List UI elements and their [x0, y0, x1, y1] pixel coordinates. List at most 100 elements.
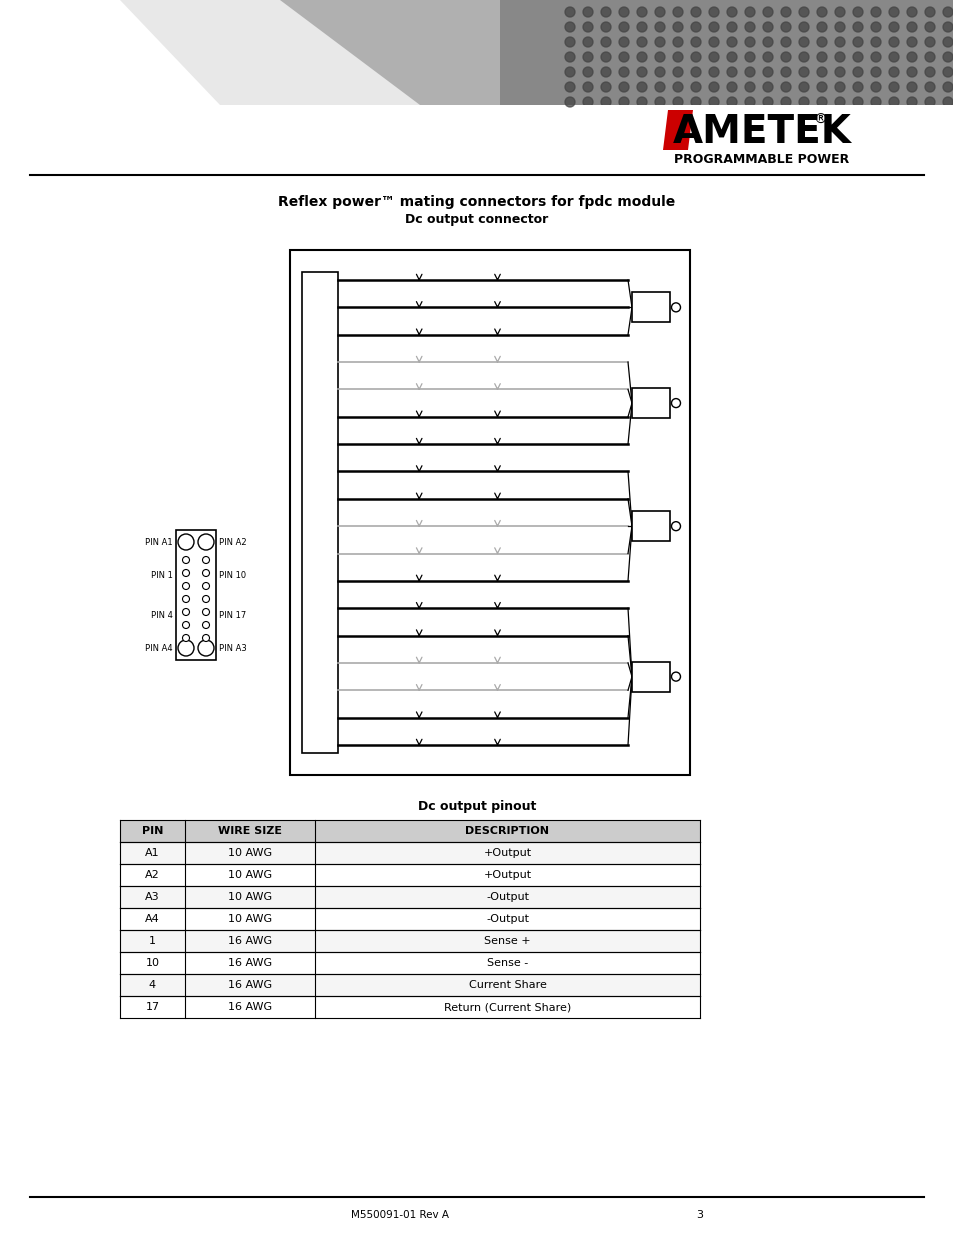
Circle shape: [637, 98, 646, 107]
Circle shape: [924, 52, 934, 62]
Polygon shape: [662, 110, 692, 149]
Bar: [631, 511, 669, 541]
Circle shape: [906, 22, 916, 32]
Text: A3: A3: [145, 892, 160, 902]
Circle shape: [690, 67, 700, 77]
Text: 17: 17: [145, 1002, 159, 1011]
Circle shape: [582, 7, 593, 17]
Circle shape: [744, 52, 754, 62]
Circle shape: [781, 52, 790, 62]
Circle shape: [852, 22, 862, 32]
Text: Reflex power™ mating connectors for fpdc module: Reflex power™ mating connectors for fpdc…: [278, 195, 675, 209]
Bar: [120, 820, 700, 842]
Polygon shape: [0, 0, 220, 105]
Circle shape: [906, 7, 916, 17]
Text: Sense +: Sense +: [484, 936, 530, 946]
Bar: [631, 293, 669, 322]
Circle shape: [671, 399, 679, 408]
Circle shape: [799, 82, 808, 91]
Text: PIN A1: PIN A1: [145, 537, 172, 547]
Circle shape: [655, 82, 664, 91]
Circle shape: [655, 22, 664, 32]
Circle shape: [799, 7, 808, 17]
Circle shape: [564, 7, 575, 17]
Circle shape: [726, 98, 737, 107]
Bar: [120, 974, 700, 995]
Circle shape: [744, 37, 754, 47]
Circle shape: [816, 22, 826, 32]
Circle shape: [564, 52, 575, 62]
Circle shape: [744, 22, 754, 32]
Text: 16 AWG: 16 AWG: [228, 936, 272, 946]
Circle shape: [655, 98, 664, 107]
Text: M550091-01 Rev A: M550091-01 Rev A: [351, 1210, 449, 1220]
Circle shape: [834, 37, 844, 47]
Circle shape: [655, 7, 664, 17]
Circle shape: [182, 569, 190, 577]
Circle shape: [852, 37, 862, 47]
Circle shape: [582, 22, 593, 32]
Circle shape: [672, 7, 682, 17]
Circle shape: [762, 98, 772, 107]
Circle shape: [744, 98, 754, 107]
Text: 16 AWG: 16 AWG: [228, 1002, 272, 1011]
Circle shape: [690, 7, 700, 17]
Circle shape: [618, 67, 628, 77]
Circle shape: [888, 82, 898, 91]
Circle shape: [708, 22, 719, 32]
Circle shape: [708, 98, 719, 107]
Text: -Output: -Output: [485, 892, 529, 902]
Circle shape: [870, 67, 880, 77]
Circle shape: [924, 98, 934, 107]
Circle shape: [888, 22, 898, 32]
Circle shape: [672, 82, 682, 91]
Circle shape: [708, 37, 719, 47]
Circle shape: [816, 98, 826, 107]
Text: Dc output pinout: Dc output pinout: [417, 800, 536, 813]
Bar: [120, 864, 700, 885]
Text: +Output: +Output: [483, 869, 531, 881]
Circle shape: [726, 67, 737, 77]
Circle shape: [834, 98, 844, 107]
Circle shape: [762, 7, 772, 17]
Circle shape: [762, 82, 772, 91]
Circle shape: [762, 37, 772, 47]
Bar: [120, 885, 700, 908]
Text: PIN 1: PIN 1: [151, 571, 172, 579]
Circle shape: [202, 557, 210, 563]
Circle shape: [870, 37, 880, 47]
Circle shape: [762, 52, 772, 62]
Circle shape: [942, 7, 952, 17]
Circle shape: [582, 82, 593, 91]
Bar: [290, 249, 689, 776]
Circle shape: [618, 7, 628, 17]
Text: 3: 3: [696, 1210, 702, 1220]
Circle shape: [744, 67, 754, 77]
Text: 10: 10: [146, 958, 159, 968]
Bar: [175, 530, 215, 659]
Circle shape: [618, 22, 628, 32]
Circle shape: [726, 82, 737, 91]
Circle shape: [726, 22, 737, 32]
Circle shape: [182, 609, 190, 615]
Bar: [302, 272, 337, 753]
Circle shape: [906, 37, 916, 47]
Text: PIN A3: PIN A3: [219, 643, 247, 652]
Polygon shape: [0, 0, 419, 105]
Text: 16 AWG: 16 AWG: [228, 958, 272, 968]
Circle shape: [781, 82, 790, 91]
Circle shape: [600, 98, 610, 107]
Circle shape: [690, 52, 700, 62]
Circle shape: [618, 98, 628, 107]
Circle shape: [582, 67, 593, 77]
Circle shape: [708, 7, 719, 17]
Text: 10 AWG: 10 AWG: [228, 914, 272, 924]
Circle shape: [781, 98, 790, 107]
Bar: [631, 662, 669, 692]
Text: 16 AWG: 16 AWG: [228, 981, 272, 990]
Bar: [631, 388, 669, 419]
Circle shape: [582, 98, 593, 107]
Circle shape: [564, 98, 575, 107]
Text: Sense -: Sense -: [486, 958, 528, 968]
Circle shape: [726, 37, 737, 47]
